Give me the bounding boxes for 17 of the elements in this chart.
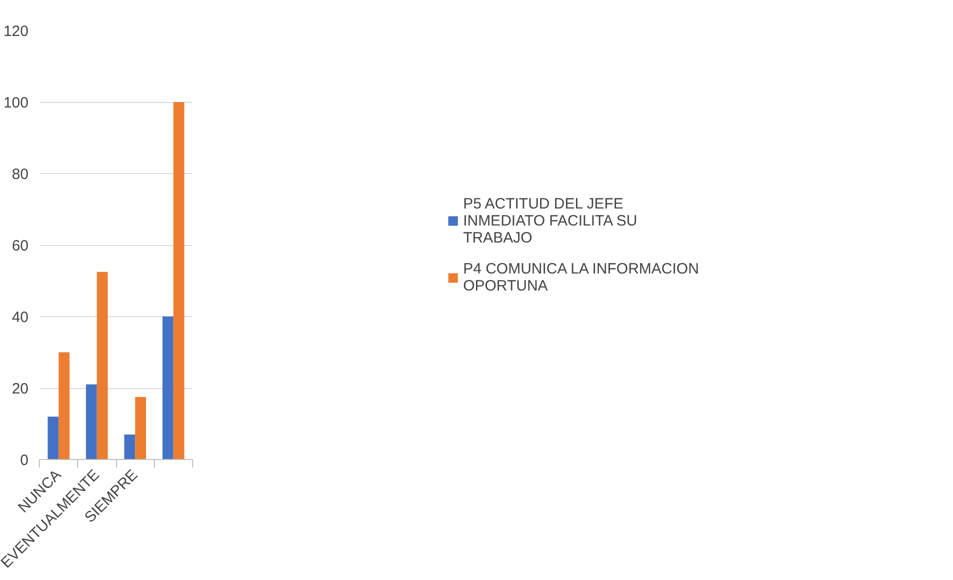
y-tick-label: 80 [12,166,29,183]
legend-label: P5 ACTITUD DEL JEFE INMEDIATO FACILITA SU TRABAJO [463,195,638,246]
y-tick-label: 60 [12,238,29,254]
bar [135,396,146,460]
y-tick-label: 120 [3,23,29,40]
y-tick-label: 40 [12,309,29,326]
bar [162,316,174,460]
bar [96,272,108,460]
bar [173,102,184,460]
y-tick-label: 20 [12,380,29,398]
bar [58,352,70,460]
bar [86,384,97,460]
y-tick-label: 100 [3,94,29,112]
bar [124,434,136,460]
bar [48,416,59,460]
y-tick-label: 0 [20,452,28,469]
legend-label: P4 COMUNICA LA INFORMACION OPORTUNA [463,260,699,294]
